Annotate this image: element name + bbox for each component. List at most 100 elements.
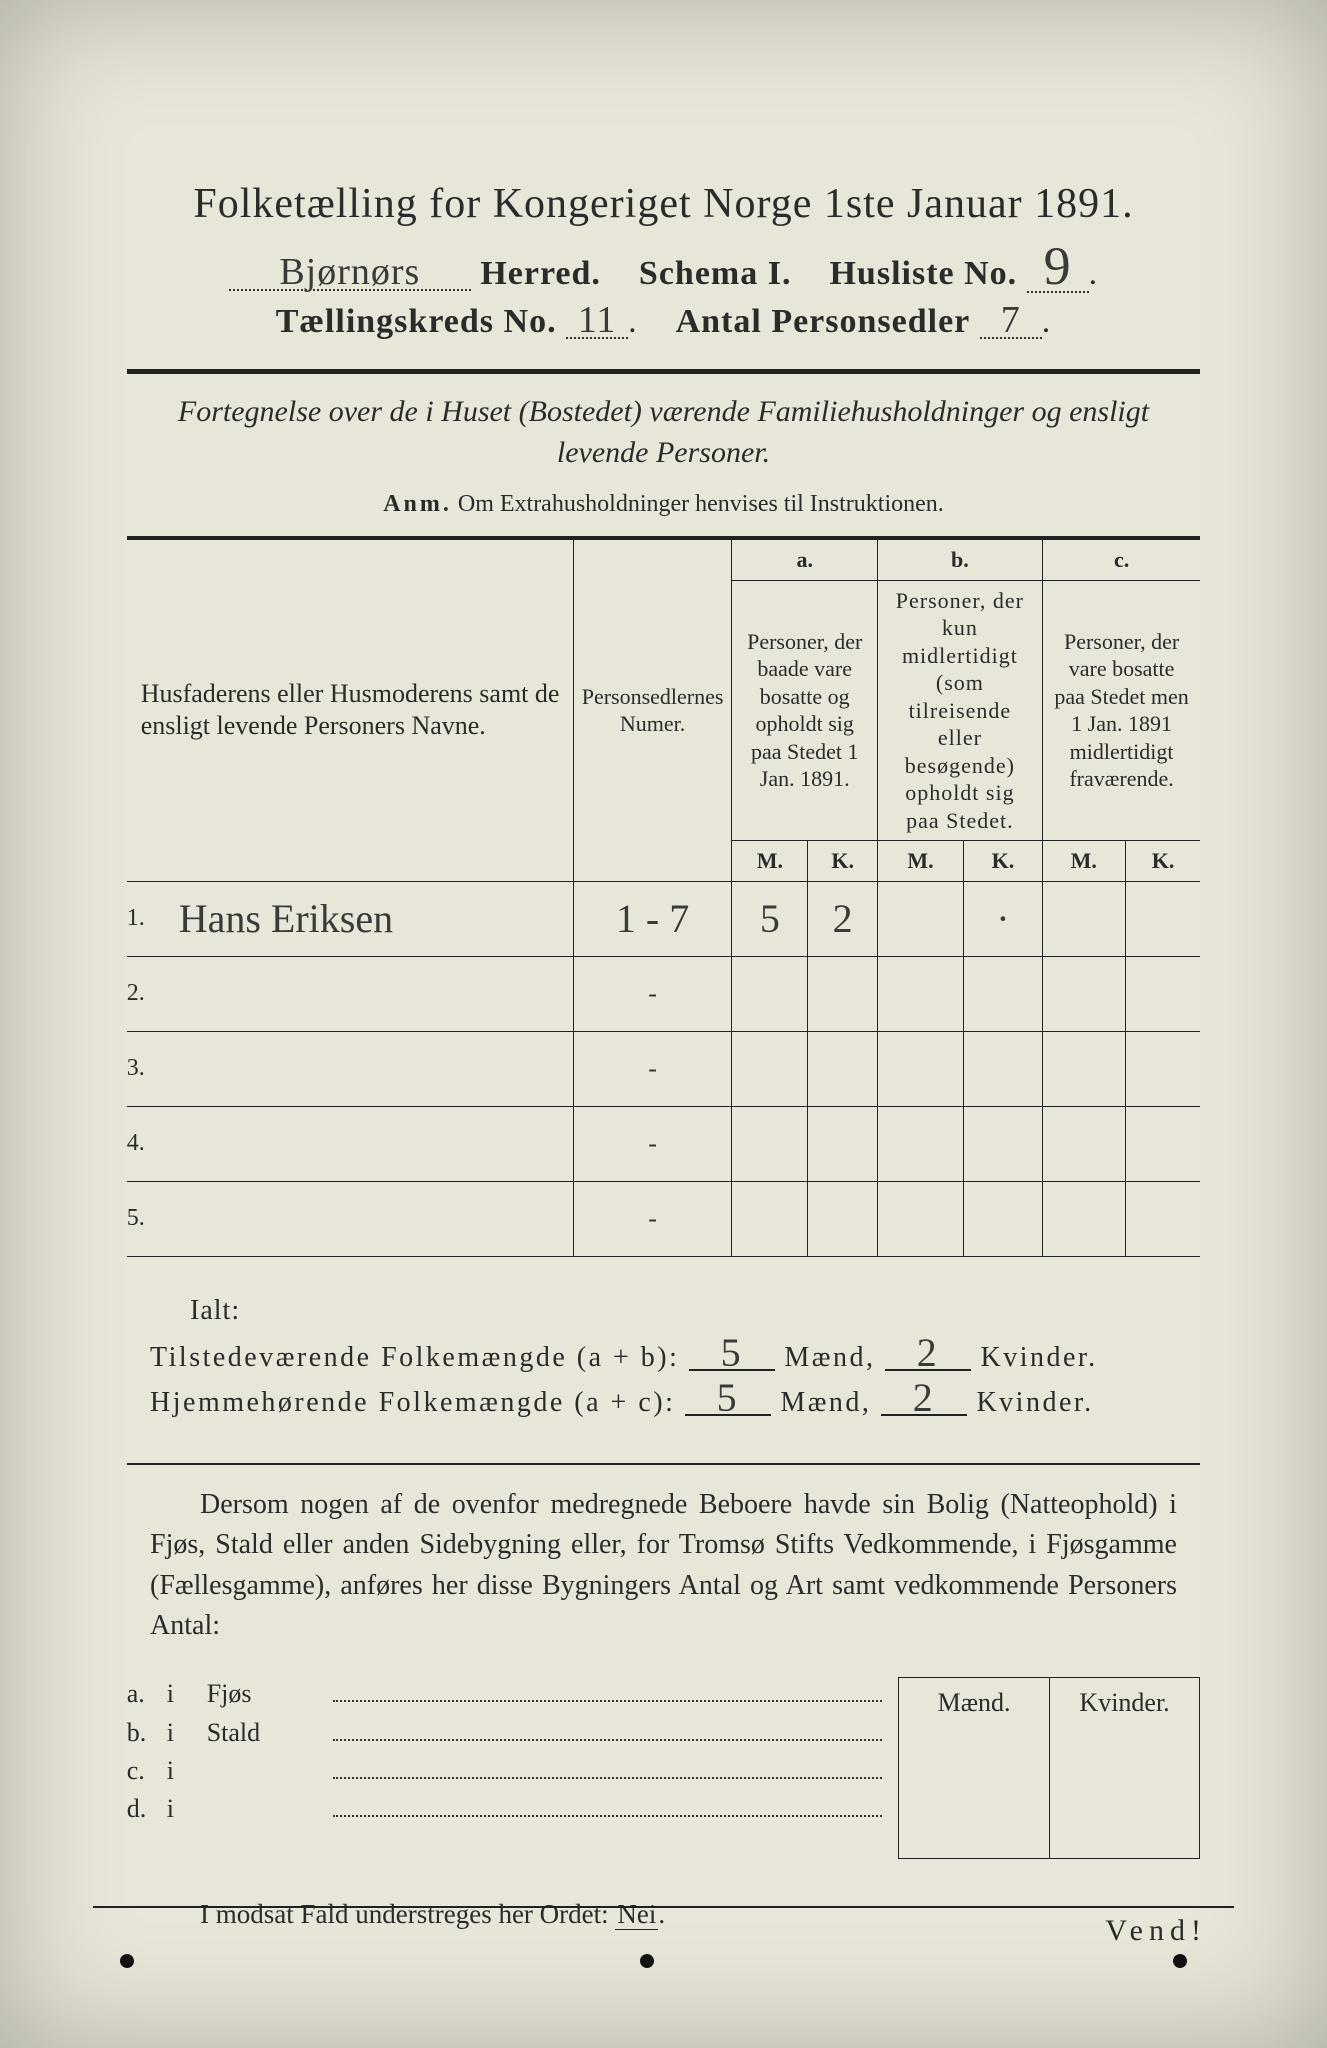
row-c-m [1042, 881, 1125, 956]
totals-line1-m: 5 [689, 1337, 775, 1371]
row-b-k: · [964, 881, 1043, 956]
nei-word: Nei [615, 1899, 658, 1930]
totals-line1-label: Tilstedeværende Folkemængde (a + b): [150, 1342, 679, 1373]
abcd-letter: d. [127, 1794, 167, 1824]
abcd-block: a.iFjøsb.iStaldc.id.i Mænd. Kvinder. [127, 1677, 1201, 1859]
husliste-label: Husliste No. [829, 255, 1017, 292]
row-name [171, 1106, 574, 1181]
census-form-page: Folketælling for Kongeriget Norge 1ste J… [0, 0, 1327, 2048]
abcd-i: i [167, 1718, 207, 1748]
row-numer: 1 - 7 [573, 881, 732, 956]
abcd-dots [333, 1677, 883, 1702]
maend-2: Mænd, [780, 1387, 871, 1418]
row-name [171, 1181, 574, 1256]
census-table: Husfaderens eller Husmoderens samt de en… [127, 536, 1201, 1257]
abcd-letter: c. [127, 1756, 167, 1786]
th-b-k: K. [964, 841, 1043, 882]
row-b-k [964, 1106, 1043, 1181]
row-a-m: 5 [732, 881, 808, 956]
abcd-i: i [167, 1756, 207, 1786]
abcd-row: a.iFjøs [127, 1677, 889, 1709]
totals-line2: Hjemmehørende Folkemængde (a + c): 5 Mæn… [150, 1382, 1177, 1419]
abcd-dots [333, 1715, 883, 1740]
abcd-row: d.i [127, 1792, 889, 1824]
side-building-paragraph: Dersom nogen af de ovenfor medregnede Be… [150, 1485, 1177, 1647]
husliste-value: 9 [1027, 242, 1089, 293]
line-herred: Bjørnørs Herred. Schema I. Husliste No. … [80, 242, 1247, 293]
herred-label: Herred. [480, 255, 601, 292]
nei-prefix: I modsat Fald understreges her Ordet: [200, 1899, 615, 1929]
row-number: 5. [127, 1181, 171, 1256]
row-a-k [808, 1031, 878, 1106]
abcd-row: b.iStald [127, 1715, 889, 1747]
th-a-label: a. [732, 538, 877, 580]
th-name-text: Husfaderens eller Husmoderens samt de en… [141, 679, 560, 741]
abcd-i: i [167, 1794, 207, 1824]
table-row: 5. - [127, 1181, 1201, 1256]
abcd-label: Stald [207, 1718, 327, 1748]
ialt-label: Ialt: [190, 1295, 1177, 1327]
line-kreds: Tællingskreds No. 11. Antal Personsedler… [80, 303, 1247, 341]
th-b-head: Personer, der kun midlertidigt (som tilr… [877, 580, 1042, 841]
th-c-head: Personer, der vare bosatte paa Stedet me… [1042, 580, 1200, 841]
row-name [171, 956, 574, 1031]
row-b-m [877, 1031, 963, 1106]
rule-bottom [93, 1906, 1234, 1908]
tkreds-label: Tællingskreds No. [276, 303, 557, 340]
table-row: 4. - [127, 1106, 1201, 1181]
row-b-k [964, 1181, 1043, 1256]
abcd-left: a.iFjøsb.iStaldc.id.i [127, 1677, 889, 1859]
row-b-m [877, 881, 963, 956]
row-c-m [1042, 956, 1125, 1031]
abcd-right: Mænd. Kvinder. [898, 1677, 1200, 1859]
row-b-k [964, 1031, 1043, 1106]
antal-value: 7 [980, 303, 1042, 339]
form-header: Folketælling for Kongeriget Norge 1ste J… [80, 180, 1247, 341]
table-row: 2.- [127, 956, 1201, 1031]
row-b-k [964, 956, 1043, 1031]
abcd-dots [333, 1792, 883, 1817]
th-name: Husfaderens eller Husmoderens samt de en… [127, 538, 574, 881]
row-a-m [732, 1181, 808, 1256]
abcd-letter: a. [127, 1679, 167, 1709]
totals-line1: Tilstedeværende Folkemængde (a + b): 5 M… [150, 1337, 1177, 1374]
row-c-k [1125, 1106, 1200, 1181]
kvinder-1: Kvinder. [980, 1342, 1097, 1373]
row-c-k [1125, 1181, 1200, 1256]
rule-mid [127, 1463, 1201, 1465]
row-numer: - [573, 1106, 732, 1181]
row-name: Hans Eriksen [171, 881, 574, 956]
abcd-label: Fjøs [207, 1679, 327, 1709]
table-row: 3.- [127, 1031, 1201, 1106]
ink-blot [119, 1953, 135, 1969]
row-a-k [808, 1181, 878, 1256]
th-b-m: M. [877, 841, 963, 882]
schema-label: Schema I. [639, 255, 792, 292]
th-numer: Personsedlernes Numer. [573, 538, 732, 881]
th-c-m: M. [1042, 841, 1125, 882]
ink-blot [1172, 1953, 1188, 1969]
row-number: 2. [127, 956, 171, 1031]
row-name [171, 1031, 574, 1106]
maend-1: Mænd, [784, 1342, 875, 1373]
subtitle: Fortegnelse over de i Huset (Bostedet) v… [140, 392, 1187, 473]
row-numer: - [573, 1031, 732, 1106]
abcd-letter: b. [127, 1718, 167, 1748]
row-c-m [1042, 1106, 1125, 1181]
anm-text: Om Extrahusholdninger henvises til Instr… [458, 491, 944, 517]
th-b-label: b. [877, 538, 1042, 580]
kvinder-2: Kvinder. [976, 1387, 1093, 1418]
row-a-k [808, 956, 878, 1031]
census-tbody: 1.Hans Eriksen1 - 752·2.-3.-4.-5.- [127, 881, 1201, 1256]
vend-label: Vend! [1105, 1910, 1207, 1948]
th-a-head: Personer, der baade vare bosatte og opho… [732, 580, 877, 841]
row-number: 4. [127, 1106, 171, 1181]
row-numer: - [573, 1181, 732, 1256]
totals-line2-label: Hjemmehørende Folkemængde (a + c): [150, 1387, 675, 1418]
row-c-m [1042, 1181, 1125, 1256]
row-c-m [1042, 1031, 1125, 1106]
tkreds-value: 11 [566, 303, 628, 339]
th-c-label: c. [1042, 538, 1200, 580]
row-a-k [808, 1106, 878, 1181]
th-a-m: M. [732, 841, 808, 882]
